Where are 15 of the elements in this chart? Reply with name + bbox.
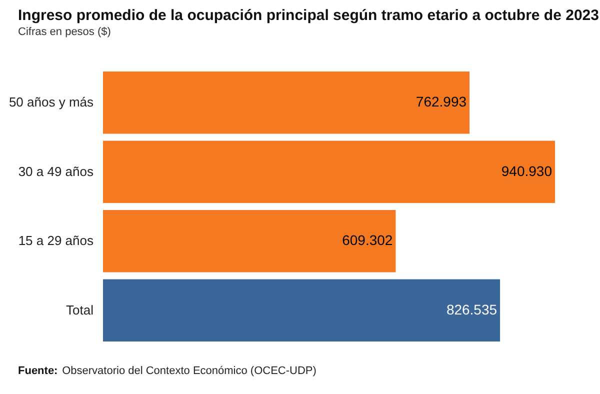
- data-label: 940.930: [501, 162, 552, 179]
- data-label: 762.993: [416, 94, 467, 110]
- y-tick-label: 15 a 29 años: [18, 233, 94, 248]
- chart-title: Ingreso promedio de la ocupación principal según tramo etario a octubre de 2023: [18, 7, 599, 24]
- y-tick-label: Total: [66, 302, 94, 318]
- bar: [103, 279, 500, 342]
- chart-subtitle: Cifras en pesos ($): [18, 26, 111, 38]
- source-note: Fuente: Observatorio del Contexto Económico (OCEC-UDP): [18, 365, 316, 377]
- y-tick-label: 30 a 49 años: [18, 164, 94, 179]
- y-tick-label: 50 años y más: [8, 94, 94, 110]
- bar: [103, 71, 470, 134]
- data-label: 609.302: [342, 232, 393, 248]
- bar: [103, 210, 396, 272]
- bar: [103, 140, 555, 204]
- data-label: 826.535: [446, 301, 498, 318]
